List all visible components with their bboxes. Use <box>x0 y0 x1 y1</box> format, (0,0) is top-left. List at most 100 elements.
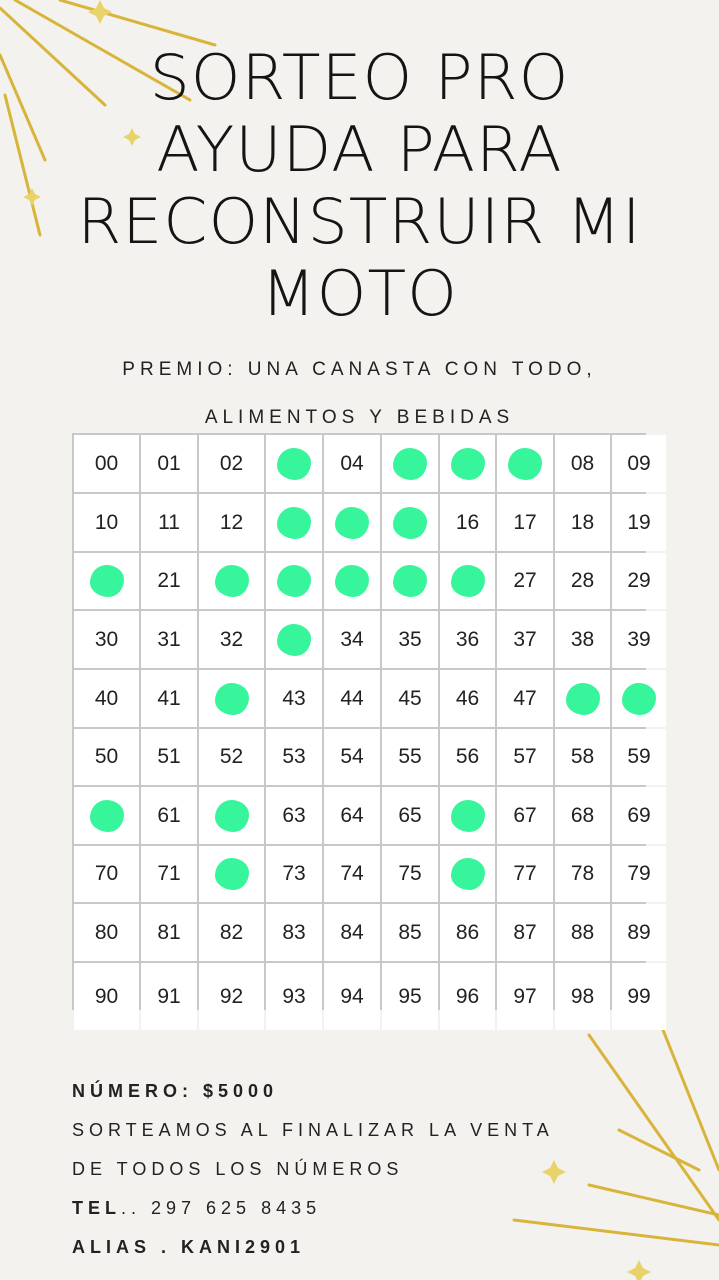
number-cell[interactable]: 69 <box>612 787 666 844</box>
number-cell[interactable]: 65 <box>382 787 438 844</box>
number-cell[interactable]: 85 <box>382 904 438 961</box>
number-cell[interactable]: 24 <box>324 553 380 609</box>
number-cell[interactable]: 32 <box>199 611 264 668</box>
number-cell[interactable]: 09 <box>612 435 666 492</box>
number-cell[interactable]: 51 <box>141 729 197 785</box>
number-cell[interactable]: 78 <box>555 846 610 902</box>
number-cell[interactable]: 28 <box>555 553 610 609</box>
number-cell[interactable]: 33 <box>266 611 322 668</box>
number-cell[interactable]: 00 <box>74 435 139 492</box>
number-cell[interactable]: 90 <box>74 963 139 1030</box>
number-cell[interactable]: 68 <box>555 787 610 844</box>
number-cell[interactable]: 91 <box>141 963 197 1030</box>
number-cell[interactable]: 19 <box>612 494 666 551</box>
number-cell[interactable]: 26 <box>440 553 495 609</box>
number-cell[interactable]: 27 <box>497 553 553 609</box>
number-cell[interactable]: 39 <box>612 611 666 668</box>
number-cell[interactable]: 49 <box>612 670 666 727</box>
number-cell[interactable]: 88 <box>555 904 610 961</box>
number-cell[interactable]: 42 <box>199 670 264 727</box>
number-cell[interactable]: 80 <box>74 904 139 961</box>
number-cell[interactable]: 98 <box>555 963 610 1030</box>
number-cell[interactable]: 55 <box>382 729 438 785</box>
number-cell[interactable]: 23 <box>266 553 322 609</box>
number-cell[interactable]: 08 <box>555 435 610 492</box>
number-cell[interactable]: 97 <box>497 963 553 1030</box>
number-cell[interactable]: 10 <box>74 494 139 551</box>
number-cell[interactable]: 44 <box>324 670 380 727</box>
number-cell[interactable]: 54 <box>324 729 380 785</box>
number-cell[interactable]: 93 <box>266 963 322 1030</box>
number-cell[interactable]: 47 <box>497 670 553 727</box>
number-cell[interactable]: 59 <box>612 729 666 785</box>
number-cell[interactable]: 41 <box>141 670 197 727</box>
number-cell[interactable]: 92 <box>199 963 264 1030</box>
number-cell[interactable]: 15 <box>382 494 438 551</box>
number-cell[interactable]: 16 <box>440 494 495 551</box>
number-cell[interactable]: 38 <box>555 611 610 668</box>
number-cell[interactable]: 17 <box>497 494 553 551</box>
number-cell[interactable]: 95 <box>382 963 438 1030</box>
number-cell[interactable]: 40 <box>74 670 139 727</box>
number-cell[interactable]: 13 <box>266 494 322 551</box>
number-cell[interactable]: 70 <box>74 846 139 902</box>
number-cell[interactable]: 76 <box>440 846 495 902</box>
number-cell[interactable]: 99 <box>612 963 666 1030</box>
number-cell[interactable]: 66 <box>440 787 495 844</box>
number-cell[interactable]: 81 <box>141 904 197 961</box>
number-cell[interactable]: 03 <box>266 435 322 492</box>
number-cell[interactable]: 31 <box>141 611 197 668</box>
number-cell[interactable]: 86 <box>440 904 495 961</box>
number-cell[interactable]: 58 <box>555 729 610 785</box>
number-cell[interactable]: 79 <box>612 846 666 902</box>
number-cell[interactable]: 20 <box>74 553 139 609</box>
number-cell[interactable]: 71 <box>141 846 197 902</box>
number-cell[interactable]: 11 <box>141 494 197 551</box>
number-cell[interactable]: 77 <box>497 846 553 902</box>
number-cell[interactable]: 18 <box>555 494 610 551</box>
number-cell[interactable]: 75 <box>382 846 438 902</box>
number-cell[interactable]: 34 <box>324 611 380 668</box>
number-cell[interactable]: 74 <box>324 846 380 902</box>
number-cell[interactable]: 73 <box>266 846 322 902</box>
number-cell[interactable]: 84 <box>324 904 380 961</box>
number-cell[interactable]: 37 <box>497 611 553 668</box>
number-cell[interactable]: 02 <box>199 435 264 492</box>
number-cell[interactable]: 53 <box>266 729 322 785</box>
number-cell[interactable]: 07 <box>497 435 553 492</box>
number-cell[interactable]: 30 <box>74 611 139 668</box>
number-cell[interactable]: 62 <box>199 787 264 844</box>
number-cell[interactable]: 01 <box>141 435 197 492</box>
number-cell[interactable]: 35 <box>382 611 438 668</box>
number-cell[interactable]: 89 <box>612 904 666 961</box>
number-cell[interactable]: 96 <box>440 963 495 1030</box>
number-cell[interactable]: 56 <box>440 729 495 785</box>
number-cell[interactable]: 12 <box>199 494 264 551</box>
number-cell[interactable]: 14 <box>324 494 380 551</box>
number-cell[interactable]: 04 <box>324 435 380 492</box>
number-cell[interactable]: 64 <box>324 787 380 844</box>
number-cell[interactable]: 94 <box>324 963 380 1030</box>
number-cell[interactable]: 82 <box>199 904 264 961</box>
number-cell[interactable]: 61 <box>141 787 197 844</box>
number-cell[interactable]: 87 <box>497 904 553 961</box>
number-cell[interactable]: 05 <box>382 435 438 492</box>
number-cell[interactable]: 57 <box>497 729 553 785</box>
number-cell[interactable]: 60 <box>74 787 139 844</box>
number-cell[interactable]: 43 <box>266 670 322 727</box>
number-cell[interactable]: 45 <box>382 670 438 727</box>
number-cell[interactable]: 52 <box>199 729 264 785</box>
number-cell[interactable]: 72 <box>199 846 264 902</box>
number-cell[interactable]: 36 <box>440 611 495 668</box>
number-cell[interactable]: 63 <box>266 787 322 844</box>
number-cell[interactable]: 50 <box>74 729 139 785</box>
number-cell[interactable]: 48 <box>555 670 610 727</box>
number-cell[interactable]: 06 <box>440 435 495 492</box>
number-cell[interactable]: 46 <box>440 670 495 727</box>
number-cell[interactable]: 67 <box>497 787 553 844</box>
number-cell[interactable]: 22 <box>199 553 264 609</box>
number-cell[interactable]: 21 <box>141 553 197 609</box>
number-cell[interactable]: 29 <box>612 553 666 609</box>
number-cell[interactable]: 83 <box>266 904 322 961</box>
number-cell[interactable]: 25 <box>382 553 438 609</box>
